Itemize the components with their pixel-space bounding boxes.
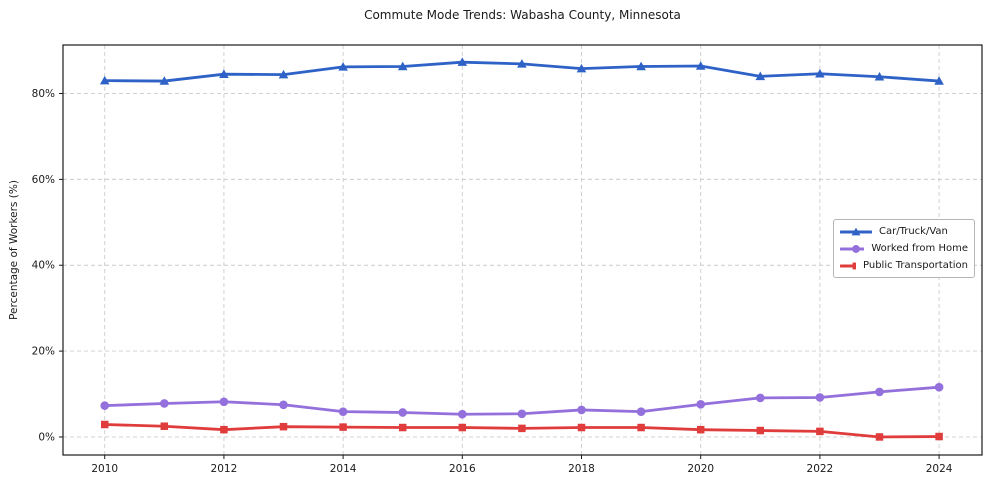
axis-ticks [59, 93, 940, 459]
y-tick-label: 40% [32, 260, 55, 272]
x-tick-labels: 2010 2012 2014 2016 2018 2020 2022 2024 [91, 463, 952, 475]
worked-from-home-line-icon [840, 244, 865, 253]
legend-item-public-transportation: Public Transportation [840, 258, 968, 274]
x-tick-label: 2024 [926, 463, 953, 475]
x-tick-label: 2012 [211, 463, 238, 475]
x-tick-label: 2018 [568, 463, 595, 475]
series-public-transportation [100, 420, 943, 441]
legend-label: Worked from Home [871, 243, 968, 254]
x-tick-label: 2020 [687, 463, 714, 475]
legend-label: Public Transportation [863, 260, 968, 271]
x-tick-label: 2016 [449, 463, 476, 475]
y-tick-label: 60% [32, 174, 55, 186]
legend-item-worked-from-home: Worked from Home [840, 241, 968, 257]
legend: Car/Truck/Van Worked from Home Public Tr… [833, 219, 975, 278]
y-tick-labels: 0% 20% 40% 60% 80% [32, 88, 55, 443]
legend-item-car-truck-van: Car/Truck/Van [840, 224, 968, 240]
chart-title: Commute Mode Trends: Wabasha County, Min… [364, 8, 681, 22]
plot-border [62, 44, 983, 456]
car-truck-van-line-icon [840, 227, 872, 235]
y-tick-label: 20% [32, 346, 55, 358]
y-tick-label: 80% [32, 88, 55, 100]
x-tick-label: 2010 [91, 463, 118, 475]
y-tick-label: 0% [38, 431, 55, 443]
legend-label: Car/Truck/Van [879, 226, 948, 237]
x-tick-label: 2022 [807, 463, 834, 475]
series-car-truck-van [99, 57, 944, 85]
public-transportation-line-icon [840, 262, 857, 269]
series-worked-from-home [100, 382, 944, 419]
x-tick-label: 2014 [330, 463, 357, 475]
